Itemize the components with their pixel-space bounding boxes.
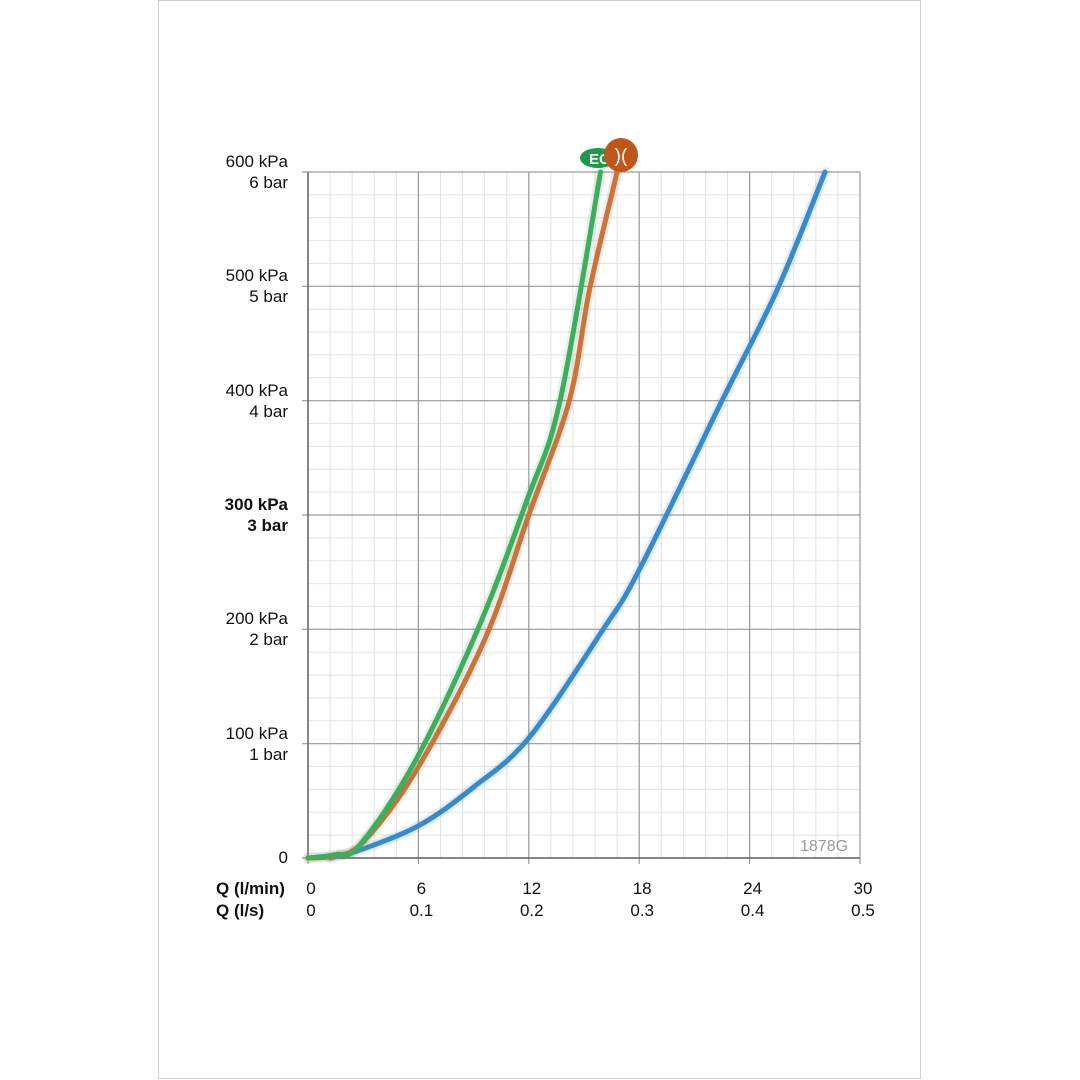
x-tick-label: 6 <box>416 879 427 898</box>
y-tick-kpa: 100 kPa <box>225 723 288 743</box>
x-tick-label: 12 <box>522 879 542 898</box>
x-tick-label: 0.3 <box>630 901 654 920</box>
y-tick-label: 300 kPa 3 bar <box>148 494 288 536</box>
x-tick-label: 0.4 <box>740 901 765 920</box>
x-axis-label-lmin: Q (l/min) <box>216 879 285 898</box>
x-tick-label: 30 <box>853 879 873 898</box>
y-tick-label: 600 kPa 6 bar <box>148 151 288 193</box>
x-tick-label: 24 <box>743 879 763 898</box>
y-tick-label: 400 kPa 4 bar <box>148 380 288 422</box>
y-tick-kpa: 400 kPa <box>225 380 288 400</box>
aerator-marker-text: )( <box>615 146 628 167</box>
y-tick-kpa: 300 kPa <box>224 495 288 514</box>
y-tick-bar: 6 bar <box>249 173 288 192</box>
x-tick-label: 0 <box>306 901 316 920</box>
y-tick-bar: 4 bar <box>249 401 288 421</box>
x-tick-label: 0.1 <box>409 901 434 920</box>
y-tick-kpa: 600 kPa <box>225 152 288 171</box>
x-tick-label: 0.2 <box>519 901 544 920</box>
y-tick-label: 0 <box>148 847 288 868</box>
aerator-marker-icon <box>604 138 638 172</box>
x-axis-label-ls: Q (l/s) <box>216 901 265 920</box>
y-tick-bar: 2 bar <box>249 630 288 650</box>
y-tick-bar: 3 bar <box>247 516 288 535</box>
y-tick-bar: 1 bar <box>249 744 288 764</box>
y-tick-kpa: 500 kPa <box>225 266 288 286</box>
x-tick-label: 0 <box>306 879 316 898</box>
y-tick-kpa: 200 kPa <box>225 609 288 629</box>
y-tick-kpa: 0 <box>278 848 288 867</box>
y-tick-label: 200 kPa 2 bar <box>148 608 288 650</box>
y-tick-label: 100 kPa 1 bar <box>148 723 288 765</box>
y-tick-label: 500 kPa 5 bar <box>148 265 288 307</box>
model-code: 1878G <box>800 838 849 855</box>
x-tick-label: 0.5 <box>851 901 875 920</box>
x-tick-label: 18 <box>632 879 652 898</box>
series-line-2 <box>305 169 604 861</box>
y-tick-bar: 5 bar <box>249 287 288 307</box>
series-line-0 <box>327 169 828 861</box>
